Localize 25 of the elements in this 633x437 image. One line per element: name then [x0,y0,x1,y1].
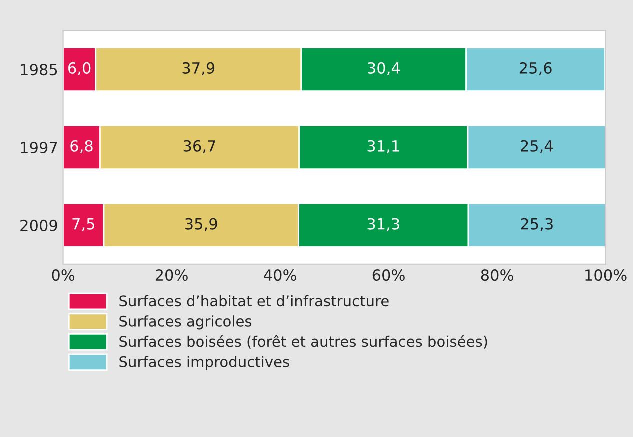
x-tick-label: 20% [156,270,188,282]
x-tick-label: 0% [52,270,75,282]
data-label: 36,7 [184,140,216,154]
y-tick-label: 1997 [21,142,58,154]
data-label: 25,6 [520,62,552,76]
data-label: 37,9 [182,62,215,76]
data-label: 31,1 [368,140,400,154]
legend-label: Surfaces improductives [120,356,290,370]
legend-label: Surfaces boisées (forêt et autres surfaces boisées) [120,335,488,349]
x-tick-label: 60% [372,270,405,282]
data-label: 6,8 [70,140,93,154]
legend-label: Surfaces d’habitat et d’infrastructure [120,295,389,307]
x-tick-label: 40% [264,270,296,282]
data-label: 6,0 [68,62,91,76]
x-tick-label: 80% [481,270,514,282]
data-label: 7,5 [72,218,94,232]
data-label: 25,3 [521,218,553,232]
y-tick-label: 1985 [21,64,58,76]
data-label: 25,4 [520,140,554,154]
legend-label: Surfaces agricoles [120,316,252,330]
data-label: 30,4 [368,62,400,76]
data-label: 35,9 [186,218,218,232]
data-label: 31,3 [368,218,400,232]
x-tick-label: 100% [586,270,627,282]
y-tick-label: 2009 [20,220,58,232]
